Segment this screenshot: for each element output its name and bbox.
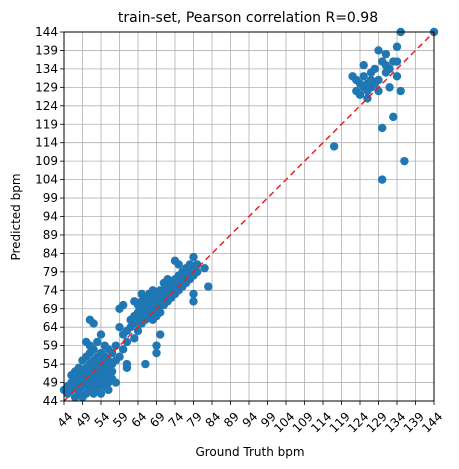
data-point bbox=[115, 352, 124, 361]
data-point bbox=[122, 337, 132, 347]
y-tick-label: 119 bbox=[35, 117, 58, 131]
data-point bbox=[96, 330, 106, 339]
data-point bbox=[189, 289, 198, 299]
y-tick-label: 94 bbox=[43, 210, 58, 224]
data-point bbox=[374, 75, 383, 85]
y-tick-label: 79 bbox=[43, 265, 58, 279]
data-point bbox=[359, 61, 368, 70]
data-point bbox=[359, 72, 368, 81]
data-point bbox=[152, 341, 161, 350]
y-tick-label: 99 bbox=[43, 191, 58, 205]
data-point bbox=[174, 260, 183, 269]
data-point bbox=[104, 385, 113, 395]
y-tick-label: 139 bbox=[35, 43, 58, 57]
y-tick-label: 84 bbox=[43, 246, 58, 260]
x-axis: 4449545964697479848994991041091141191241… bbox=[55, 401, 445, 436]
data-point bbox=[204, 282, 213, 291]
data-point bbox=[374, 46, 383, 55]
identity-reference-line bbox=[63, 31, 435, 402]
y-tick-label: 134 bbox=[35, 62, 58, 76]
y-tick-label: 59 bbox=[43, 339, 58, 353]
y-axis-label: Predicted bpm bbox=[9, 173, 23, 260]
y-tick-label: 54 bbox=[43, 357, 58, 371]
data-point bbox=[378, 123, 387, 133]
y-tick-label: 114 bbox=[35, 136, 58, 150]
y-tick-label: 104 bbox=[35, 173, 58, 187]
data-point bbox=[329, 142, 339, 151]
data-point bbox=[381, 49, 391, 59]
y-tick-label: 124 bbox=[35, 99, 58, 113]
data-point bbox=[130, 334, 139, 343]
data-point bbox=[392, 72, 402, 81]
y-tick-label: 49 bbox=[43, 376, 58, 390]
data-point bbox=[119, 345, 128, 354]
data-point bbox=[89, 319, 98, 328]
y-tick-label: 44 bbox=[43, 394, 58, 408]
y-tick-label: 144 bbox=[35, 25, 58, 39]
data-point bbox=[156, 330, 165, 339]
data-point bbox=[152, 348, 161, 358]
data-point bbox=[115, 323, 124, 332]
plot-area bbox=[59, 27, 439, 402]
data-point bbox=[122, 359, 132, 369]
y-tick-label: 129 bbox=[35, 80, 58, 94]
data-point bbox=[385, 83, 394, 92]
x-axis-label: Ground Truth bpm bbox=[195, 445, 304, 459]
data-point bbox=[389, 112, 398, 122]
data-point bbox=[392, 42, 402, 51]
data-point bbox=[400, 156, 409, 166]
data-point bbox=[189, 297, 198, 306]
y-tick-label: 74 bbox=[43, 283, 58, 297]
data-point bbox=[89, 345, 98, 354]
data-point bbox=[189, 252, 198, 262]
data-point bbox=[396, 86, 405, 96]
y-tick-label: 64 bbox=[43, 320, 58, 334]
y-axis: 44 49 54 59 64 69 74 79 84 89 94 99 104 109 114 119 124 1… bbox=[35, 25, 64, 408]
data-point bbox=[156, 308, 165, 317]
data-point bbox=[111, 378, 121, 387]
data-point bbox=[96, 389, 106, 398]
data-point bbox=[392, 57, 402, 66]
data-point bbox=[141, 359, 150, 369]
data-point bbox=[385, 64, 394, 74]
y-tick-label: 69 bbox=[43, 302, 58, 316]
data-point bbox=[200, 263, 209, 273]
data-point bbox=[107, 367, 117, 376]
data-point bbox=[119, 300, 128, 310]
data-point bbox=[355, 90, 365, 99]
data-point bbox=[93, 337, 102, 347]
chart-title: train-set, Pearson correlation R=0.98 bbox=[118, 10, 378, 26]
y-tick-label: 89 bbox=[43, 228, 58, 242]
data-point bbox=[370, 64, 379, 74]
y-tick-label: 109 bbox=[35, 154, 58, 168]
x-tick-label: 144 bbox=[419, 409, 445, 435]
data-point bbox=[378, 175, 387, 184]
